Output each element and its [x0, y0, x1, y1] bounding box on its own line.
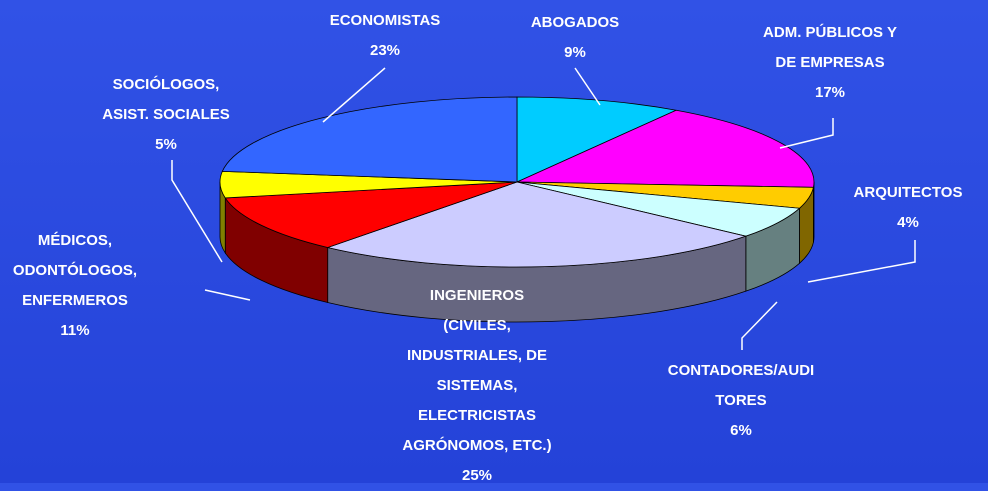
category-label: INGENIEROS (CIVILES, INDUSTRIALES, DE SI…	[402, 287, 552, 454]
slice-label: ECONOMISTAS 23%	[330, 6, 441, 66]
leader-line	[807, 240, 916, 283]
category-label: ABOGADOS	[530, 14, 620, 31]
slice	[516, 109, 815, 188]
value-label: 9%	[564, 44, 586, 61]
slice-label: ARQUITECTOS 4%	[854, 178, 963, 238]
slice	[224, 181, 518, 248]
value-label: 17%	[814, 84, 846, 101]
slice-label: ABOGADOS 9%	[531, 8, 619, 68]
category-label: ARQUITECTOS	[853, 184, 963, 201]
value-label: 11%	[60, 322, 90, 339]
leader-line	[171, 160, 223, 263]
value-label: 23%	[369, 42, 401, 59]
category-label: CONTADORES/AUDI TORES	[667, 362, 815, 409]
slice-label: INGENIEROS (CIVILES, INDUSTRIALES, DE SI…	[402, 281, 551, 491]
value-label: 4%	[897, 214, 919, 231]
category-label: MÉDICOS, ODONTÓLOGOS, ENFERMEROS	[12, 232, 138, 309]
slice-label: CONTADORES/AUDI TORES 6%	[668, 356, 814, 446]
slice-label: SOCIÓLOGOS, ASIST. SOCIALES 5%	[102, 70, 230, 160]
leader-line	[574, 67, 601, 106]
slice	[516, 96, 678, 183]
slice-label: ADM. PÚBLICOS Y DE EMPRESAS 17%	[763, 18, 897, 108]
category-label: ADM. PÚBLICOS Y DE EMPRESAS	[763, 24, 897, 71]
value-label: 6%	[730, 422, 752, 439]
slice	[326, 181, 748, 268]
leader-line	[322, 67, 386, 123]
category-label: SOCIÓLOGOS, ASIST. SOCIALES	[102, 76, 230, 123]
leader-line	[779, 118, 834, 149]
slice-label: MÉDICOS, ODONTÓLOGOS, ENFERMEROS 11%	[13, 226, 137, 346]
leader-line	[204, 289, 251, 301]
value-label: 5%	[155, 136, 177, 153]
leader-line	[741, 301, 778, 350]
value-label: 25%	[461, 467, 493, 484]
slice	[221, 96, 518, 183]
category-label: ECONOMISTAS	[329, 12, 441, 29]
